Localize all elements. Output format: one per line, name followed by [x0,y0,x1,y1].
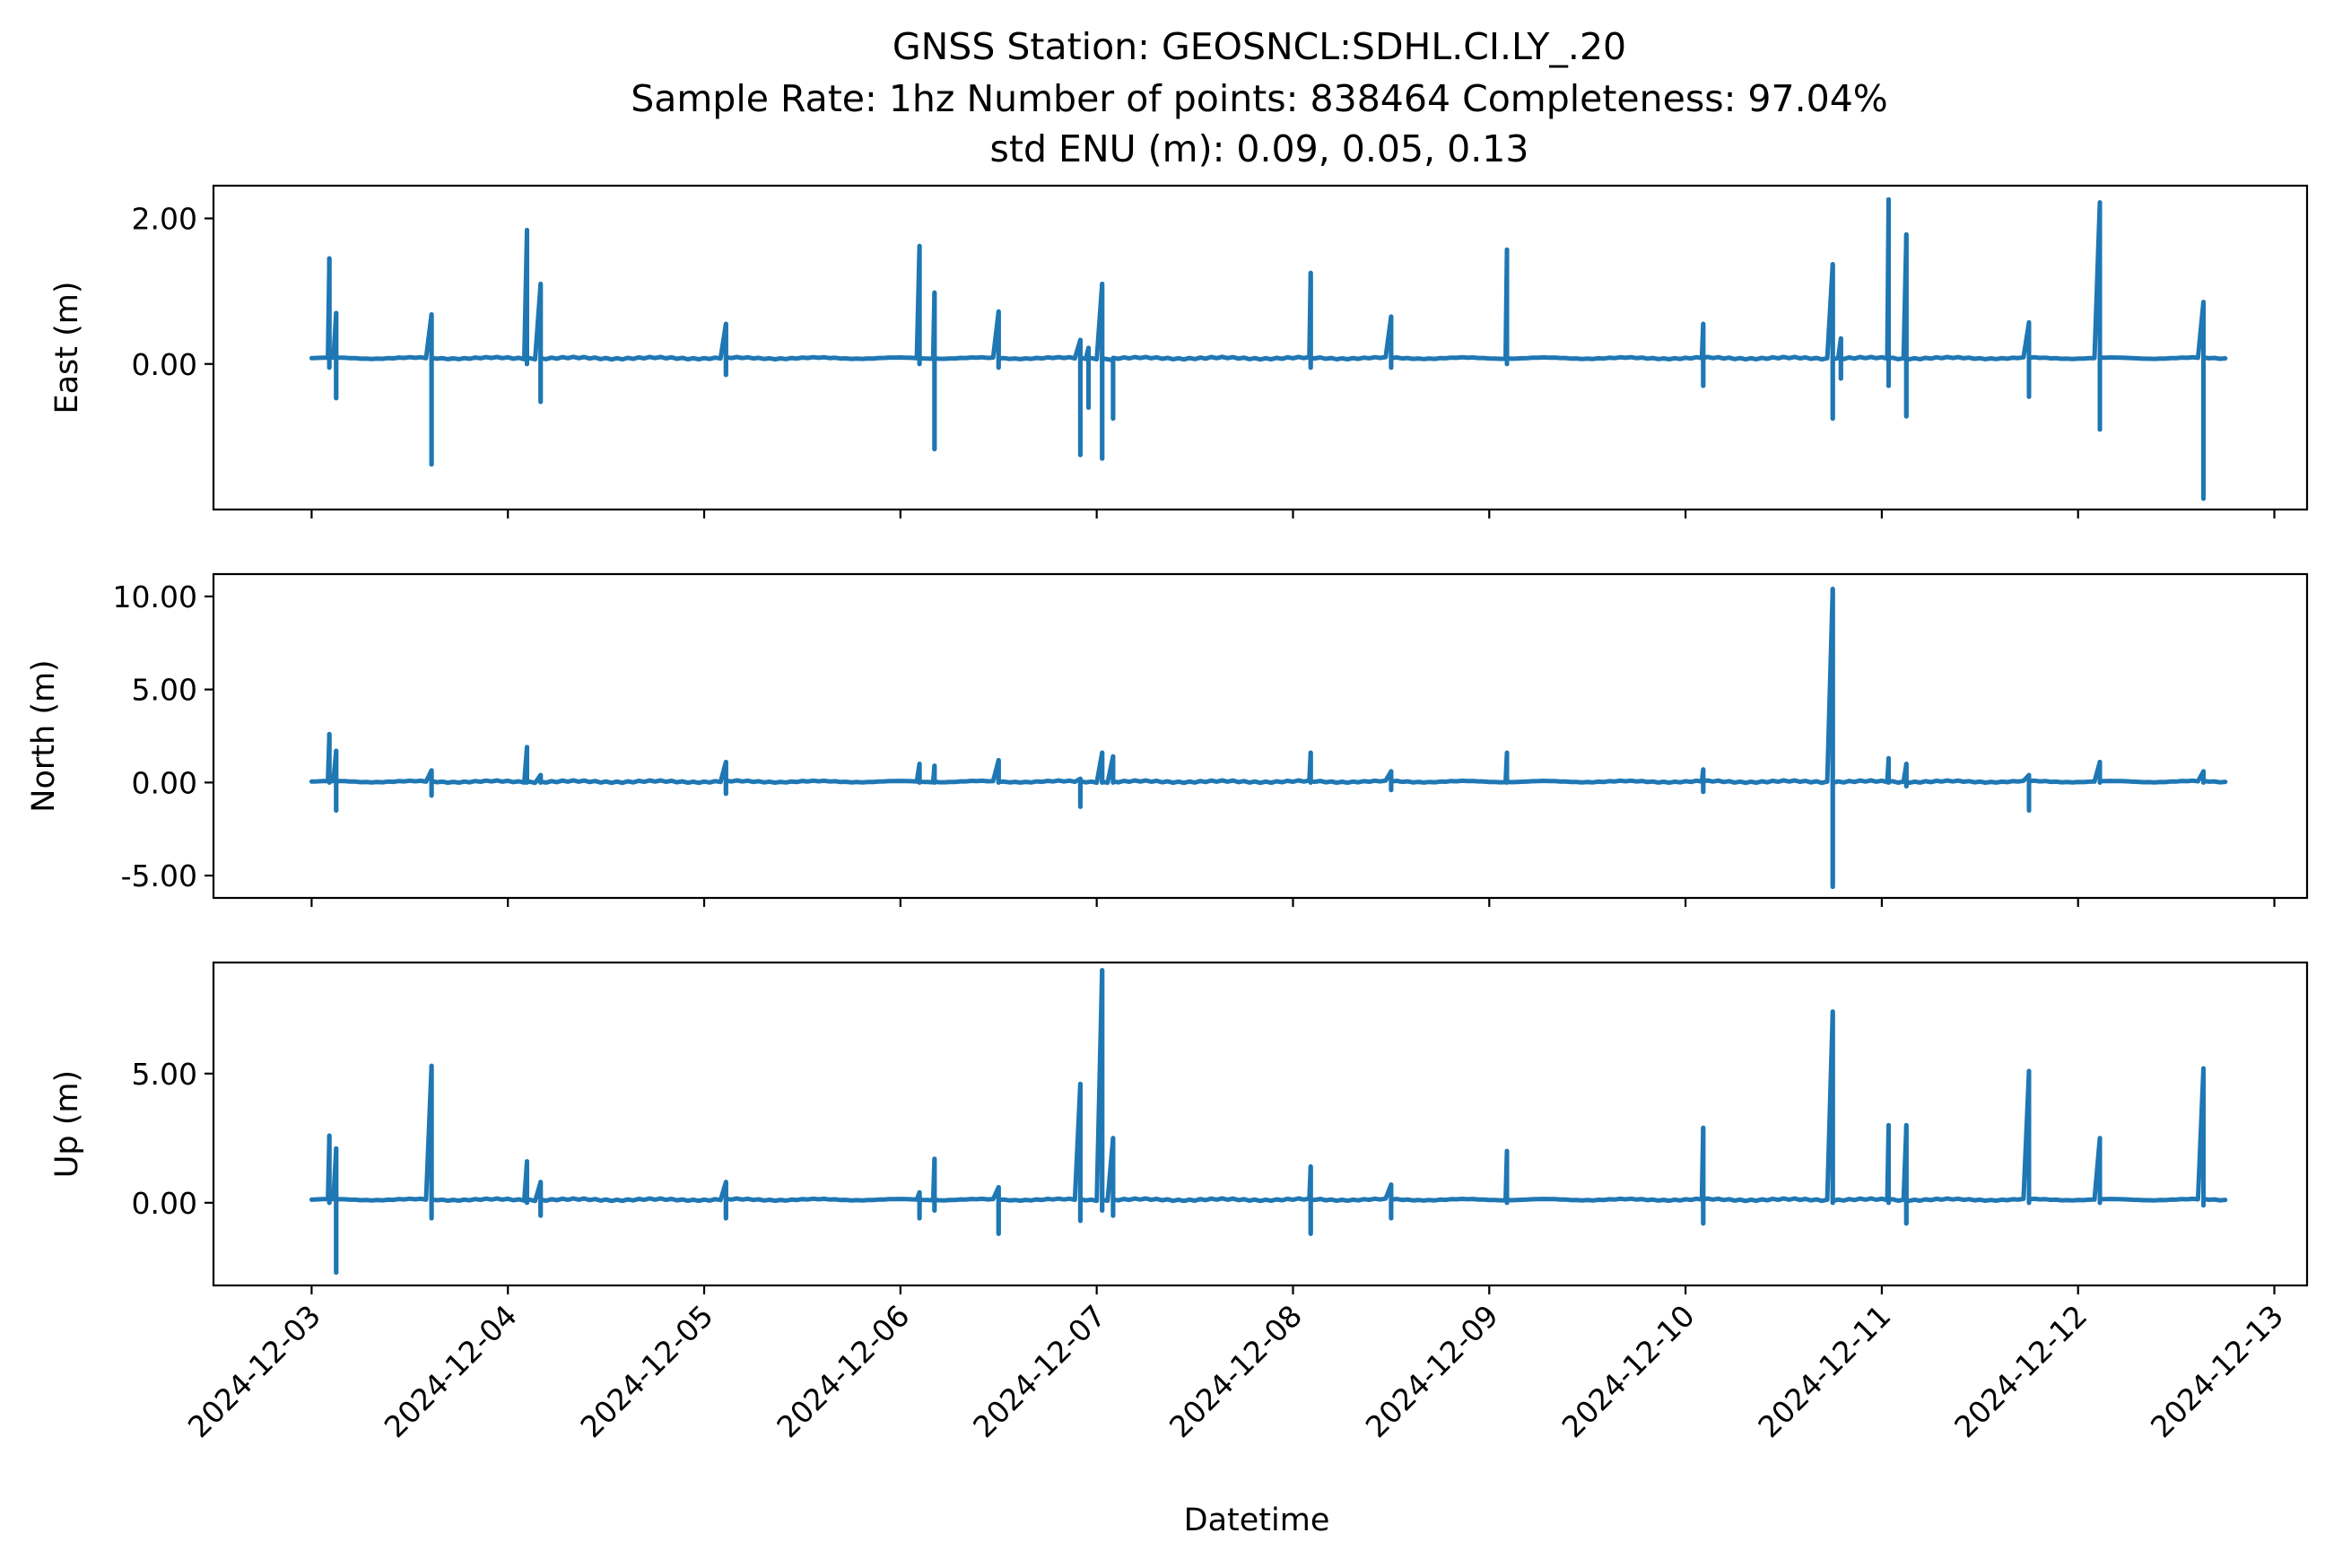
chart-title-line-3: std ENU (m): 0.09, 0.05, 0.13 [990,127,1529,170]
up-series-line [309,968,2228,1276]
x-tick-label: 2024-12-04 [378,1298,524,1444]
chart-title-line-2: Sample Rate: 1hz Number of points: 83846… [631,77,1888,120]
north-ytick-label: 0.00 [132,765,197,800]
north-axes-frame [212,572,2309,900]
x-tick-label: 2024-12-08 [1162,1298,1309,1444]
up-ytick-label: 5.00 [132,1057,197,1092]
north-ytick-label: 5.00 [132,673,197,708]
north-panel: North (m) -5.00 0.00 5.00 10.00 [26,572,2309,907]
up-ytick-label: 0.00 [132,1186,197,1221]
x-tick-label: 2024-12-07 [966,1298,1112,1444]
up-axes-frame [212,961,2309,1287]
east-axes-frame [212,184,2309,511]
east-ylabel: East (m) [49,281,85,414]
up-panel: Up (m) 0.00 5.00 2024-12-03 2024-12-04 2024-1… [49,961,2309,1538]
x-tick-label: 2024-12-11 [1751,1298,1897,1444]
north-ytick-label: 10.00 [113,579,197,614]
x-tick-label: 2024-12-10 [1555,1298,1702,1444]
x-tick-label: 2024-12-09 [1359,1298,1505,1444]
north-series-line [309,587,2228,890]
x-tick-label: 2024-12-06 [770,1298,916,1444]
north-ylabel: North (m) [26,659,62,812]
subplots: East (m) 0.00 2.00 North (m) -5.00 0.00 5.00 10… [26,184,2309,1538]
north-ytick-label: -5.00 [121,858,197,893]
x-tick-label: 2024-12-05 [574,1298,720,1444]
east-ytick-label: 2.00 [132,202,197,237]
east-ytick-label: 0.00 [132,347,197,382]
x-axis-label: Datetime [1184,1503,1330,1538]
x-tick-label: 2024-12-03 [181,1298,327,1444]
east-series-line [309,196,2228,501]
x-tick-label: 2024-12-13 [2144,1298,2290,1444]
up-ylabel: Up (m) [49,1070,85,1178]
x-tick-label: 2024-12-12 [1947,1298,2094,1444]
east-panel: East (m) 0.00 2.00 [49,184,2309,518]
chart-title-line-1: GNSS Station: GEOSNCL:SDHL.CI.LY_.20 [893,25,1626,68]
